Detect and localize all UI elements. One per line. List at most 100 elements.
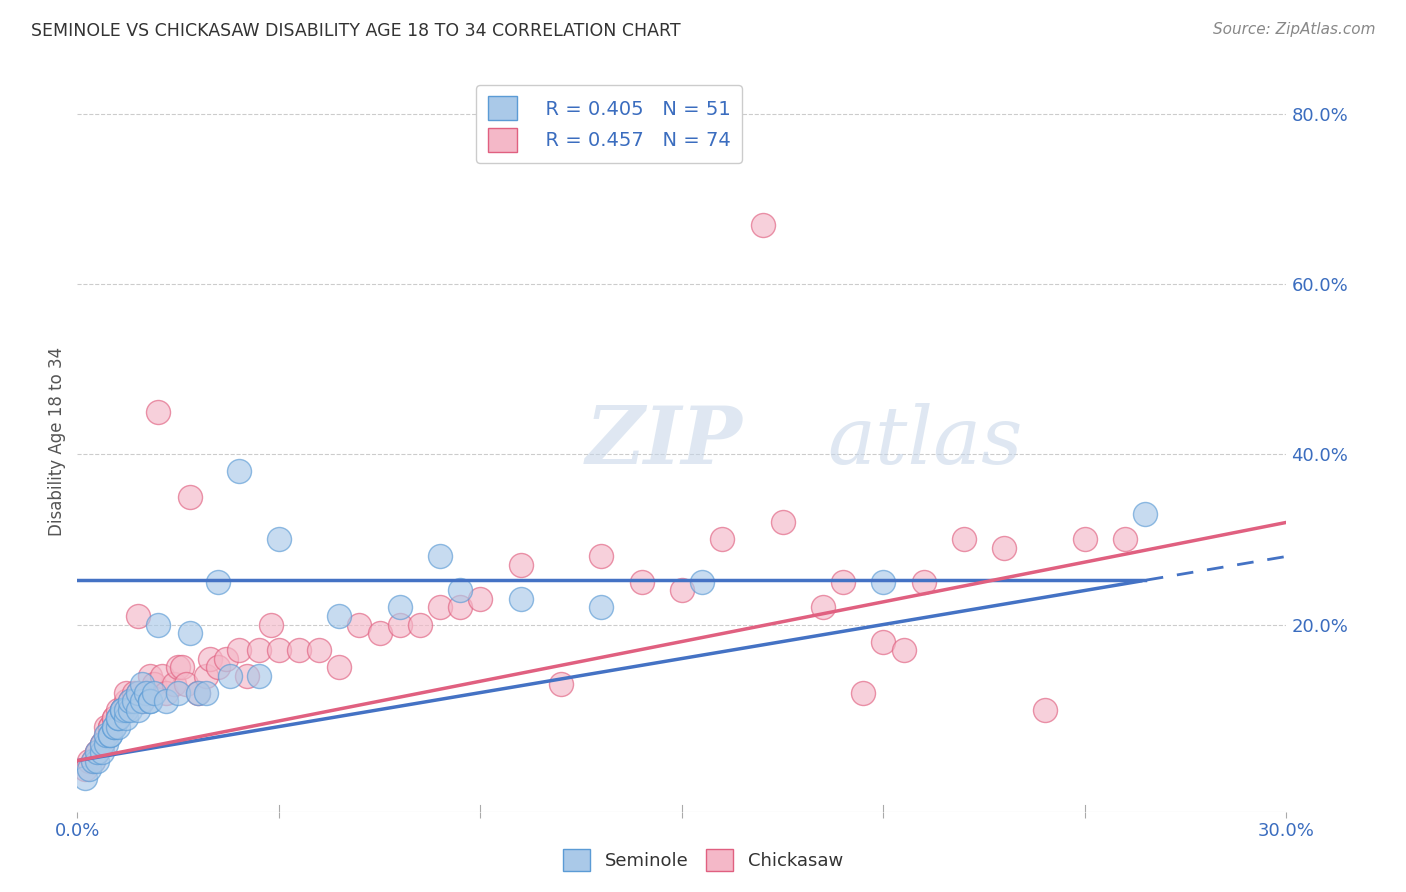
- Point: [75, 762, 97, 776]
- Point: [219, 668, 242, 682]
- Point: [155, 685, 177, 699]
- Point: [98, 728, 121, 742]
- Legend:   R = 0.405   N = 51,   R = 0.457   N = 74: R = 0.405 N = 51, R = 0.457 N = 74: [477, 85, 742, 163]
- Point: [103, 720, 125, 734]
- Point: [328, 609, 350, 624]
- Point: [235, 668, 257, 682]
- Point: [98, 728, 121, 742]
- Point: [142, 685, 165, 699]
- Point: [131, 677, 153, 691]
- Point: [82, 754, 104, 768]
- Point: [228, 643, 250, 657]
- Point: [228, 464, 250, 478]
- Point: [690, 574, 713, 589]
- Point: [172, 660, 194, 674]
- Point: [187, 685, 209, 699]
- Point: [139, 694, 162, 708]
- Point: [429, 600, 451, 615]
- Point: [131, 694, 153, 708]
- Point: [86, 754, 108, 768]
- Point: [167, 660, 190, 674]
- Point: [103, 711, 125, 725]
- Point: [139, 668, 162, 682]
- Point: [449, 600, 471, 615]
- Point: [852, 685, 875, 699]
- Point: [509, 558, 531, 572]
- Point: [135, 685, 157, 699]
- Point: [247, 668, 270, 682]
- Point: [179, 490, 201, 504]
- Point: [122, 685, 145, 699]
- Point: [146, 405, 169, 419]
- Point: [388, 600, 411, 615]
- Point: [1135, 507, 1157, 521]
- Point: [79, 754, 101, 768]
- Point: [550, 677, 572, 691]
- Point: [630, 574, 652, 589]
- Point: [86, 745, 108, 759]
- Point: [94, 728, 117, 742]
- Point: [118, 703, 141, 717]
- Point: [82, 754, 104, 768]
- Point: [893, 643, 915, 657]
- Point: [509, 591, 531, 606]
- Point: [872, 574, 894, 589]
- Point: [122, 694, 145, 708]
- Point: [142, 677, 165, 691]
- Point: [308, 643, 330, 657]
- Point: [470, 591, 492, 606]
- Point: [267, 643, 290, 657]
- Point: [127, 609, 149, 624]
- Point: [247, 643, 270, 657]
- Point: [127, 685, 149, 699]
- Point: [90, 737, 112, 751]
- Point: [107, 720, 129, 734]
- Point: [1074, 533, 1097, 547]
- Point: [139, 694, 162, 708]
- Point: [912, 574, 935, 589]
- Point: [98, 720, 121, 734]
- Point: [111, 703, 134, 717]
- Text: Source: ZipAtlas.com: Source: ZipAtlas.com: [1212, 22, 1375, 37]
- Point: [288, 643, 311, 657]
- Point: [174, 677, 197, 691]
- Point: [90, 745, 112, 759]
- Point: [107, 711, 129, 725]
- Point: [107, 711, 129, 725]
- Point: [349, 617, 371, 632]
- Point: [111, 703, 134, 717]
- Point: [260, 617, 283, 632]
- Point: [167, 685, 190, 699]
- Point: [671, 583, 693, 598]
- Point: [90, 737, 112, 751]
- Point: [591, 549, 613, 564]
- Point: [993, 541, 1015, 555]
- Point: [207, 574, 229, 589]
- Text: SEMINOLE VS CHICKASAW DISABILITY AGE 18 TO 34 CORRELATION CHART: SEMINOLE VS CHICKASAW DISABILITY AGE 18 …: [31, 22, 681, 40]
- Point: [449, 583, 471, 598]
- Point: [591, 600, 613, 615]
- Point: [409, 617, 432, 632]
- Point: [90, 737, 112, 751]
- Point: [832, 574, 855, 589]
- Point: [146, 617, 169, 632]
- Point: [127, 685, 149, 699]
- Point: [107, 711, 129, 725]
- Point: [200, 651, 222, 665]
- Point: [135, 685, 157, 699]
- Point: [195, 668, 218, 682]
- Point: [86, 745, 108, 759]
- Point: [118, 694, 141, 708]
- Point: [114, 711, 136, 725]
- Point: [953, 533, 976, 547]
- Point: [98, 720, 121, 734]
- Point: [127, 703, 149, 717]
- Point: [811, 600, 834, 615]
- Text: atlas: atlas: [827, 403, 1022, 480]
- Point: [79, 762, 101, 776]
- Point: [131, 694, 153, 708]
- Point: [267, 533, 290, 547]
- Point: [1033, 703, 1056, 717]
- Point: [187, 685, 209, 699]
- Point: [207, 660, 229, 674]
